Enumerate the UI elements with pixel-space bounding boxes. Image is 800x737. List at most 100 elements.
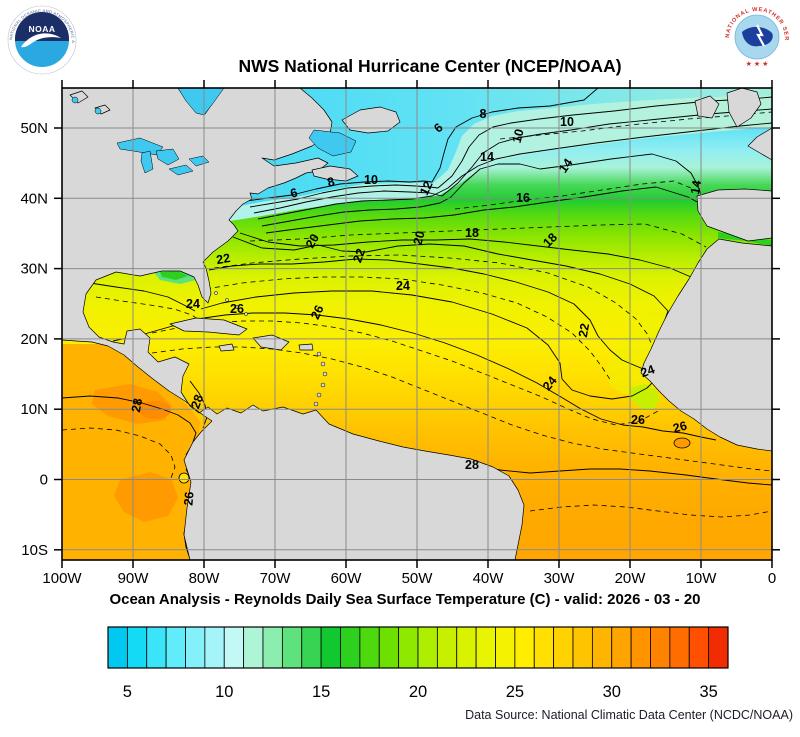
y-axis-label: 10N <box>20 401 48 418</box>
contour-label: 24 <box>186 297 200 311</box>
colorbar-cell <box>669 626 690 669</box>
guinea-upwelling-patch <box>630 384 660 410</box>
contour-label: 26 <box>671 419 688 436</box>
page-title: NWS National Hurricane Center (NCEP/NOAA… <box>238 56 621 76</box>
contour-label: 10 <box>364 173 378 187</box>
isotherm-28-pacific <box>62 395 197 456</box>
colorbar-frame <box>107 626 729 669</box>
isotherm-6-north <box>431 88 599 183</box>
contour-label: 12 <box>417 179 436 198</box>
colorbar-cell <box>107 626 128 669</box>
pacific-hot-core <box>139 401 171 419</box>
land-iberia <box>696 188 772 242</box>
contour-label: 6 <box>289 185 299 200</box>
contour-label: 26 <box>181 491 196 506</box>
colorbar-tick-label: 30 <box>603 683 621 701</box>
land-jamaica <box>218 343 235 352</box>
nws-cloud-map-icon <box>742 26 773 47</box>
isotherm-20 <box>232 236 669 333</box>
colorbar-tick-label: 25 <box>506 683 524 701</box>
colorbar-cell <box>146 626 167 669</box>
x-axis-label: 30W <box>544 570 576 587</box>
y-axis-label: 10S <box>21 542 48 559</box>
isotherm-22 <box>208 258 647 371</box>
x-axis-label: 80W <box>189 570 221 587</box>
colorbar-cell <box>320 626 341 669</box>
colorbar-cell <box>495 626 516 669</box>
noaa-logo: NATIONAL OCEANIC AND ATMOSPHERIC ADMINIS… <box>0 0 77 75</box>
contour-label: 22 <box>576 322 592 338</box>
axis-layer: 100W 90W 80W 70W 60W 50W 40W 30W 20W 10W 0 50N 40N 30… <box>20 80 780 587</box>
colorbar-cell <box>223 626 245 669</box>
land-lesser-antilles <box>313 351 328 407</box>
contour-label: 16 <box>516 191 530 205</box>
noaa-acronym: NOAA <box>28 24 55 34</box>
colorbar-cell <box>514 626 535 669</box>
contour-label: 26 <box>308 303 327 322</box>
x-axis-label: 10W <box>686 570 718 587</box>
isotherm-12 <box>257 122 772 220</box>
nws-stars: ★ ★ ★ <box>746 60 769 68</box>
land-bahamas <box>214 291 248 316</box>
colorbar-cell <box>204 626 225 669</box>
contour-label: 28 <box>129 397 145 413</box>
colorbar-cell <box>533 626 555 669</box>
gulf-shelf-cool-core <box>160 271 188 280</box>
contour-label: 14 <box>688 179 704 195</box>
y-axis-label: 20N <box>20 331 48 348</box>
colorbar-cell <box>417 626 438 669</box>
x-axis-label: 0 <box>768 570 776 587</box>
isotherm-8 <box>249 184 439 208</box>
contour-label: 14 <box>556 156 575 175</box>
isotherm-16 <box>265 186 748 235</box>
contour-label: 8 <box>326 174 336 189</box>
colorbar-cell <box>281 626 303 669</box>
lake-erie <box>168 164 194 176</box>
y-axis-label: 30N <box>20 261 48 278</box>
colorbar-cell <box>456 626 477 669</box>
colorbar-cell <box>611 626 632 669</box>
contour-label: 18 <box>465 226 479 240</box>
land-puerto-rico <box>298 343 314 351</box>
colorbar-cell <box>436 626 458 669</box>
lakes <box>71 88 357 176</box>
colorbar-cell <box>126 626 148 669</box>
x-axis-label: 60W <box>331 570 363 587</box>
atlantic-warm-blob <box>673 437 691 449</box>
colorbar-cell <box>591 626 613 669</box>
isotherm-24 <box>200 290 658 400</box>
colorbar-cells <box>107 626 729 669</box>
colorbar-cell <box>340 626 361 669</box>
colorbar-cell <box>185 626 206 669</box>
colorbar-tick-label: 15 <box>312 683 330 701</box>
isotherm-28-pacific-coastal <box>189 380 208 429</box>
data-source-note: Data Source: National Climatic Data Cent… <box>465 708 793 722</box>
contour-label: 22 <box>350 247 368 265</box>
isotherm-26 <box>112 312 717 441</box>
colorbar: 5 10 15 20 25 30 35 <box>107 626 729 701</box>
land-cuba <box>169 317 248 336</box>
lake-speck <box>94 107 102 115</box>
noaa-logo-sky <box>15 12 69 41</box>
contour-label: 10 <box>560 115 574 129</box>
colorbar-tick-labels: 5 10 15 20 25 30 35 <box>123 683 718 701</box>
x-axis-label: 20W <box>615 570 647 587</box>
colorbar-cell <box>688 626 710 669</box>
contour-label: 22 <box>215 251 231 267</box>
contour-label: 28 <box>465 458 479 472</box>
isotherm-24-gulf <box>89 282 196 312</box>
colorbar-cell <box>650 626 671 669</box>
isotherm-10 <box>253 108 772 214</box>
nws-ring-text: NATIONAL WEATHER SERVICE <box>0 0 789 41</box>
colorbar-tick-label: 10 <box>215 683 233 701</box>
pale-transition-band <box>62 95 772 224</box>
lake-huron <box>155 148 180 166</box>
contour-label: 26 <box>230 302 244 316</box>
x-axis-label: 50W <box>402 570 434 587</box>
y-axis-label: 50N <box>20 120 48 137</box>
isotherm-14 <box>261 153 703 227</box>
land-newfoundland <box>341 106 401 134</box>
